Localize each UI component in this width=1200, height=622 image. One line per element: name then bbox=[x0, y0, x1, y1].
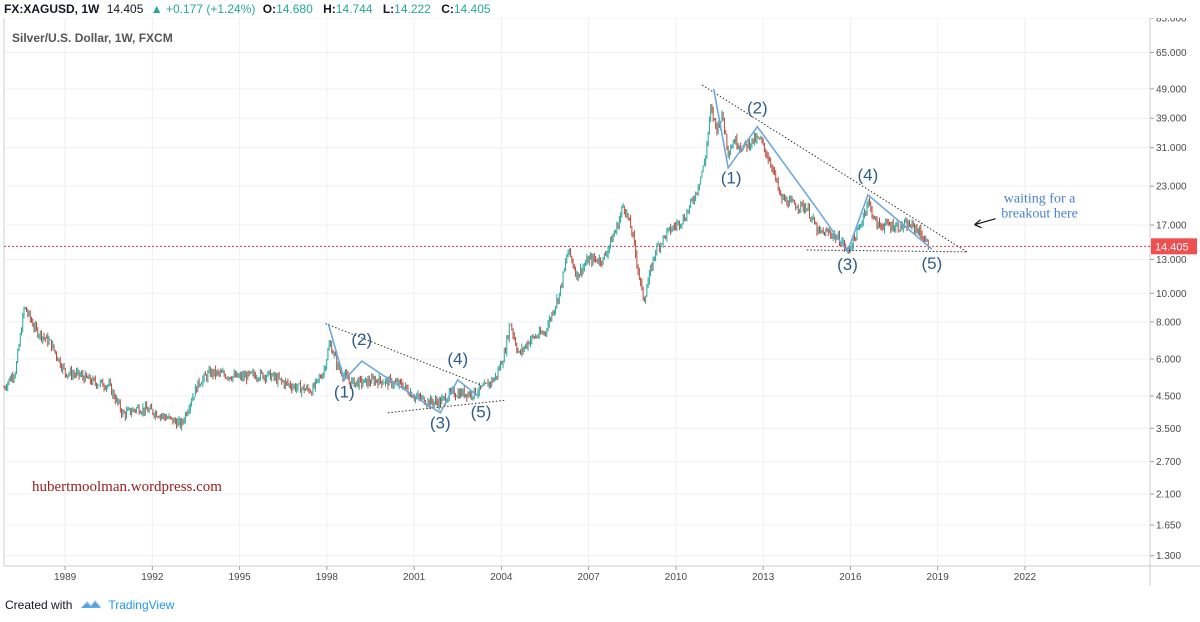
wave-label: (2) bbox=[747, 98, 768, 117]
symbol-name[interactable]: FX:XAGUSD bbox=[4, 2, 75, 16]
x-tick-label: 2007 bbox=[578, 572, 601, 583]
up-arrow-icon: ▲ bbox=[150, 2, 163, 16]
x-tick-label: 2019 bbox=[927, 572, 950, 583]
wave-line bbox=[712, 88, 933, 254]
watermark: hubertmoolman.wordpress.com bbox=[32, 479, 222, 495]
current-price-badge-label: 14.405 bbox=[1155, 241, 1189, 253]
y-tick-label: 3.500 bbox=[1156, 424, 1181, 435]
price-chart[interactable]: 85.000 65.000 49.000 39.000 31.000 23.000 17.0… bbox=[0, 18, 1200, 590]
chart-border bbox=[3, 18, 1151, 567]
y-tick-label: 65.000 bbox=[1156, 48, 1187, 59]
y-tick-label: 31.000 bbox=[1156, 143, 1187, 154]
annotation-text: waiting for a bbox=[1004, 192, 1076, 207]
x-tick-label: 2022 bbox=[1014, 572, 1037, 583]
price-bars bbox=[3, 104, 929, 431]
open-label: O: bbox=[262, 2, 277, 16]
wave-label: (3) bbox=[837, 255, 858, 274]
interval-label[interactable]: , 1W bbox=[74, 2, 100, 16]
annotation-arrow bbox=[974, 218, 996, 226]
y-tick-label: 4.500 bbox=[1156, 391, 1181, 402]
wave-label: (4) bbox=[857, 166, 878, 185]
high-label: H: bbox=[323, 2, 336, 16]
x-tick-label: 1998 bbox=[316, 572, 339, 583]
wave-label: (2) bbox=[351, 330, 372, 349]
current-price-badge-bg bbox=[1151, 238, 1197, 255]
x-tick-label: 2010 bbox=[665, 572, 688, 583]
wave-label: (5) bbox=[921, 254, 942, 273]
chart-title: Silver/U.S. Dollar, 1W, FXCM bbox=[12, 31, 173, 45]
x-tick-label: 2013 bbox=[752, 572, 775, 583]
current-price-badge: 14.405 bbox=[1151, 238, 1197, 255]
y-tick-label: 1.650 bbox=[1156, 521, 1181, 532]
created-with-label: Created with bbox=[5, 598, 73, 612]
wave-labels: (1) (2) (3) (4) (5) (1) (2) (3) (4) (5) bbox=[334, 98, 942, 432]
trend-lines bbox=[325, 84, 968, 414]
y-tick-label: 85.000 bbox=[1156, 18, 1187, 25]
y-tick-label: 49.000 bbox=[1156, 84, 1187, 95]
open-value: 14.680 bbox=[276, 2, 313, 16]
wave-label: (5) bbox=[471, 403, 492, 422]
price-change: +0.177 (+1.24%) bbox=[165, 2, 256, 16]
x-tick-label: 2016 bbox=[839, 572, 862, 583]
x-tick-label: 1992 bbox=[141, 572, 164, 583]
wave-label: (1) bbox=[334, 382, 355, 401]
y-tick-label: 8.000 bbox=[1156, 317, 1181, 328]
symbol-header: FX:XAGUSD, 1W 14.405 ▲ +0.177 (+1.24%) O… bbox=[4, 2, 498, 18]
grid-lines bbox=[4, 18, 1150, 566]
trend-line bbox=[806, 249, 967, 253]
x-tick-label: 1989 bbox=[54, 572, 77, 583]
low-label: L: bbox=[382, 2, 395, 16]
wave-label: (1) bbox=[721, 168, 742, 187]
x-tick-label: 2004 bbox=[490, 572, 513, 583]
close-label: C: bbox=[441, 2, 454, 16]
y-tick-label: 1.300 bbox=[1156, 551, 1181, 562]
wave-lines bbox=[327, 88, 933, 414]
low-value: 14.222 bbox=[394, 2, 431, 16]
y-tick-label: 39.000 bbox=[1156, 114, 1187, 125]
close-value: 14.405 bbox=[453, 2, 491, 16]
y-tick-label: 2.100 bbox=[1156, 490, 1181, 501]
x-tick-label: 2001 bbox=[403, 572, 426, 583]
time-axis[interactable]: 1989 1992 1995 1998 2001 2004 2007 2010 2013 2016… bbox=[54, 566, 1037, 583]
y-tick-label: 23.000 bbox=[1156, 182, 1187, 193]
y-tick-label: 2.700 bbox=[1156, 457, 1181, 468]
footer: Created with TradingView bbox=[5, 596, 174, 614]
wave-label: (3) bbox=[430, 413, 451, 432]
high-value: 14.744 bbox=[335, 2, 373, 16]
annotation-text: breakout here bbox=[1001, 207, 1078, 222]
wave-line bbox=[327, 323, 479, 414]
y-tick-label: 6.000 bbox=[1156, 354, 1181, 365]
wave-label: (4) bbox=[447, 349, 468, 368]
y-tick-label: 17.000 bbox=[1156, 221, 1187, 232]
x-tick-label: 1995 bbox=[228, 572, 251, 583]
last-price: 14.405 bbox=[106, 2, 144, 16]
price-axis[interactable]: 85.000 65.000 49.000 39.000 31.000 23.000 17.0… bbox=[1150, 18, 1187, 562]
tradingview-logo-icon[interactable] bbox=[80, 598, 102, 613]
annotation-arrowhead bbox=[974, 219, 982, 229]
y-tick-label: 10.000 bbox=[1156, 289, 1187, 300]
tradingview-link[interactable]: TradingView bbox=[108, 598, 175, 612]
y-tick-label: 13.000 bbox=[1156, 255, 1187, 266]
